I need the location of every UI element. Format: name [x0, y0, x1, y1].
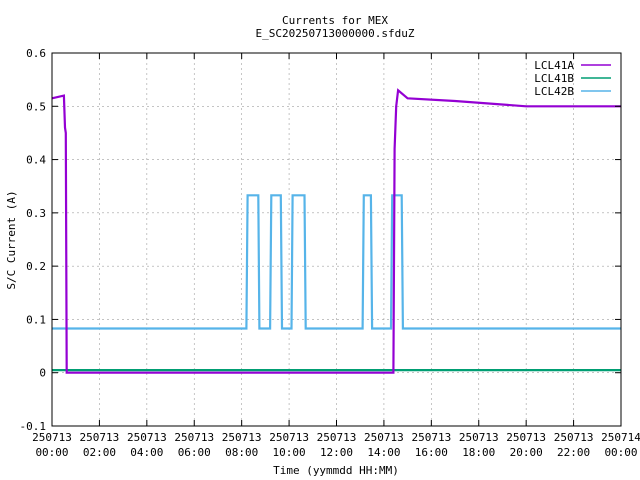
y-tick-label: 0.3 — [26, 207, 46, 220]
x-tick-time-label: 08:00 — [225, 446, 258, 459]
chart-subtitle: E_SC20250713000000.sfduZ — [256, 27, 415, 40]
y-axis: -0.1 0 0.1 0.2 0.3 0.4 0.5 0.6 — [20, 47, 621, 433]
x-tick-time-label: 14:00 — [367, 446, 400, 459]
y-tick-label: -0.1 — [20, 420, 47, 433]
x-tick-time-label: 00:00 — [35, 446, 68, 459]
x-tick-time-label: 18:00 — [462, 446, 495, 459]
y-tick-label: 0.5 — [26, 100, 46, 113]
x-tick-time-label: 04:00 — [130, 446, 163, 459]
x-tick-date-label: 250713 — [174, 431, 214, 444]
legend-label-lcl41a: LCL41A — [534, 59, 574, 72]
x-tick-time-label: 06:00 — [178, 446, 211, 459]
x-tick-date-label: 250713 — [459, 431, 499, 444]
y-axis-label: S/C Current (A) — [5, 190, 18, 289]
x-tick-date-label: 250714 — [601, 431, 640, 444]
y-tick-label: 0.2 — [26, 260, 46, 273]
legend-label-lcl42b: LCL42B — [534, 85, 574, 98]
x-tick-date-label: 250713 — [222, 431, 262, 444]
legend-label-lcl41b: LCL41B — [534, 72, 574, 85]
x-tick-date-label: 250713 — [554, 431, 594, 444]
x-tick-time-label: 00:00 — [604, 446, 637, 459]
x-tick-time-label: 10:00 — [273, 446, 306, 459]
series-line-lcl41a — [51, 88, 621, 374]
x-tick-time-label: 22:00 — [557, 446, 590, 459]
x-axis-label: Time (yymmdd HH:MM) — [273, 464, 399, 477]
x-tick-date-label: 250713 — [506, 431, 546, 444]
grid — [52, 53, 621, 426]
y-tick-label: 0 — [39, 367, 46, 380]
x-tick-date-label: 250713 — [80, 431, 120, 444]
x-tick-date-label: 250713 — [364, 431, 404, 444]
chart-title: Currents for MEX — [282, 14, 388, 27]
x-tick-date-label: 250713 — [32, 431, 72, 444]
y-tick-label: 0.1 — [26, 313, 46, 326]
series-group — [51, 88, 621, 374]
x-tick-time-label: 02:00 — [83, 446, 116, 459]
x-tick-date-label: 250713 — [127, 431, 167, 444]
x-tick-time-label: 12:00 — [320, 446, 353, 459]
x-tick-time-label: 16:00 — [415, 446, 448, 459]
x-tick-date-label: 250713 — [317, 431, 357, 444]
series-line-lcl42b — [52, 194, 621, 330]
x-tick-time-label: 20:00 — [510, 446, 543, 459]
x-tick-date-label: 250713 — [269, 431, 309, 444]
x-axis: 250713 00:00 250713 02:00 250713 04:00 250713 0… — [32, 53, 640, 459]
y-tick-label: 0.4 — [26, 154, 46, 167]
x-tick-date-label: 250713 — [411, 431, 451, 444]
y-tick-label: 0.6 — [26, 47, 46, 60]
